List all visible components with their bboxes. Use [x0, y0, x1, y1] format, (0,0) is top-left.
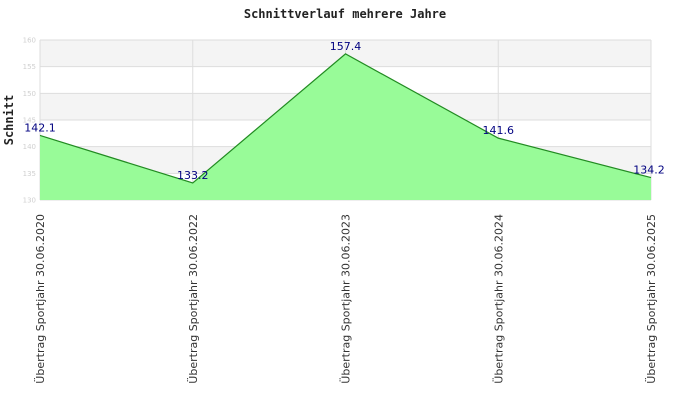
x-tick-label: Übertrag Sportjahr 30.06.2020	[34, 214, 47, 384]
x-tick-label: Übertrag Sportjahr 30.06.2022	[187, 214, 200, 384]
series-area	[39, 53, 652, 200]
y-tick-label: 140	[23, 143, 36, 151]
data-label: 141.6	[483, 124, 515, 137]
x-tick-label: Übertrag Sportjahr 30.06.2025	[645, 214, 658, 384]
y-axis-label: Schnitt	[2, 95, 16, 146]
y-tick-label: 135	[23, 170, 36, 178]
y-tick-label: 155	[23, 63, 36, 71]
y-tick-label: 150	[23, 90, 36, 98]
data-label: 157.4	[330, 40, 362, 53]
series-line	[39, 53, 652, 184]
y-tick-label: 130	[23, 197, 36, 205]
x-tick-label: Übertrag Sportjahr 30.06.2023	[340, 214, 353, 384]
data-label: 133.2	[177, 169, 209, 182]
y-tick-label: 145	[23, 117, 36, 125]
data-label: 142.1	[24, 121, 56, 134]
area-fill	[40, 53, 651, 200]
chart-title: Schnittverlauf mehrere Jahre	[244, 7, 446, 21]
x-tick-label: Übertrag Sportjahr 30.06.2024	[492, 214, 505, 384]
y-tick-label: 160	[23, 37, 36, 45]
x-axis-ticks: Übertrag Sportjahr 30.06.2020 Übertrag Sp…	[34, 214, 658, 384]
data-labels: 142.1 133.2 157.4 141.6 134.2	[24, 40, 665, 182]
data-label: 134.2	[633, 164, 665, 177]
y-axis-ticks: 130 135 140 145 150 155 160	[23, 37, 36, 205]
